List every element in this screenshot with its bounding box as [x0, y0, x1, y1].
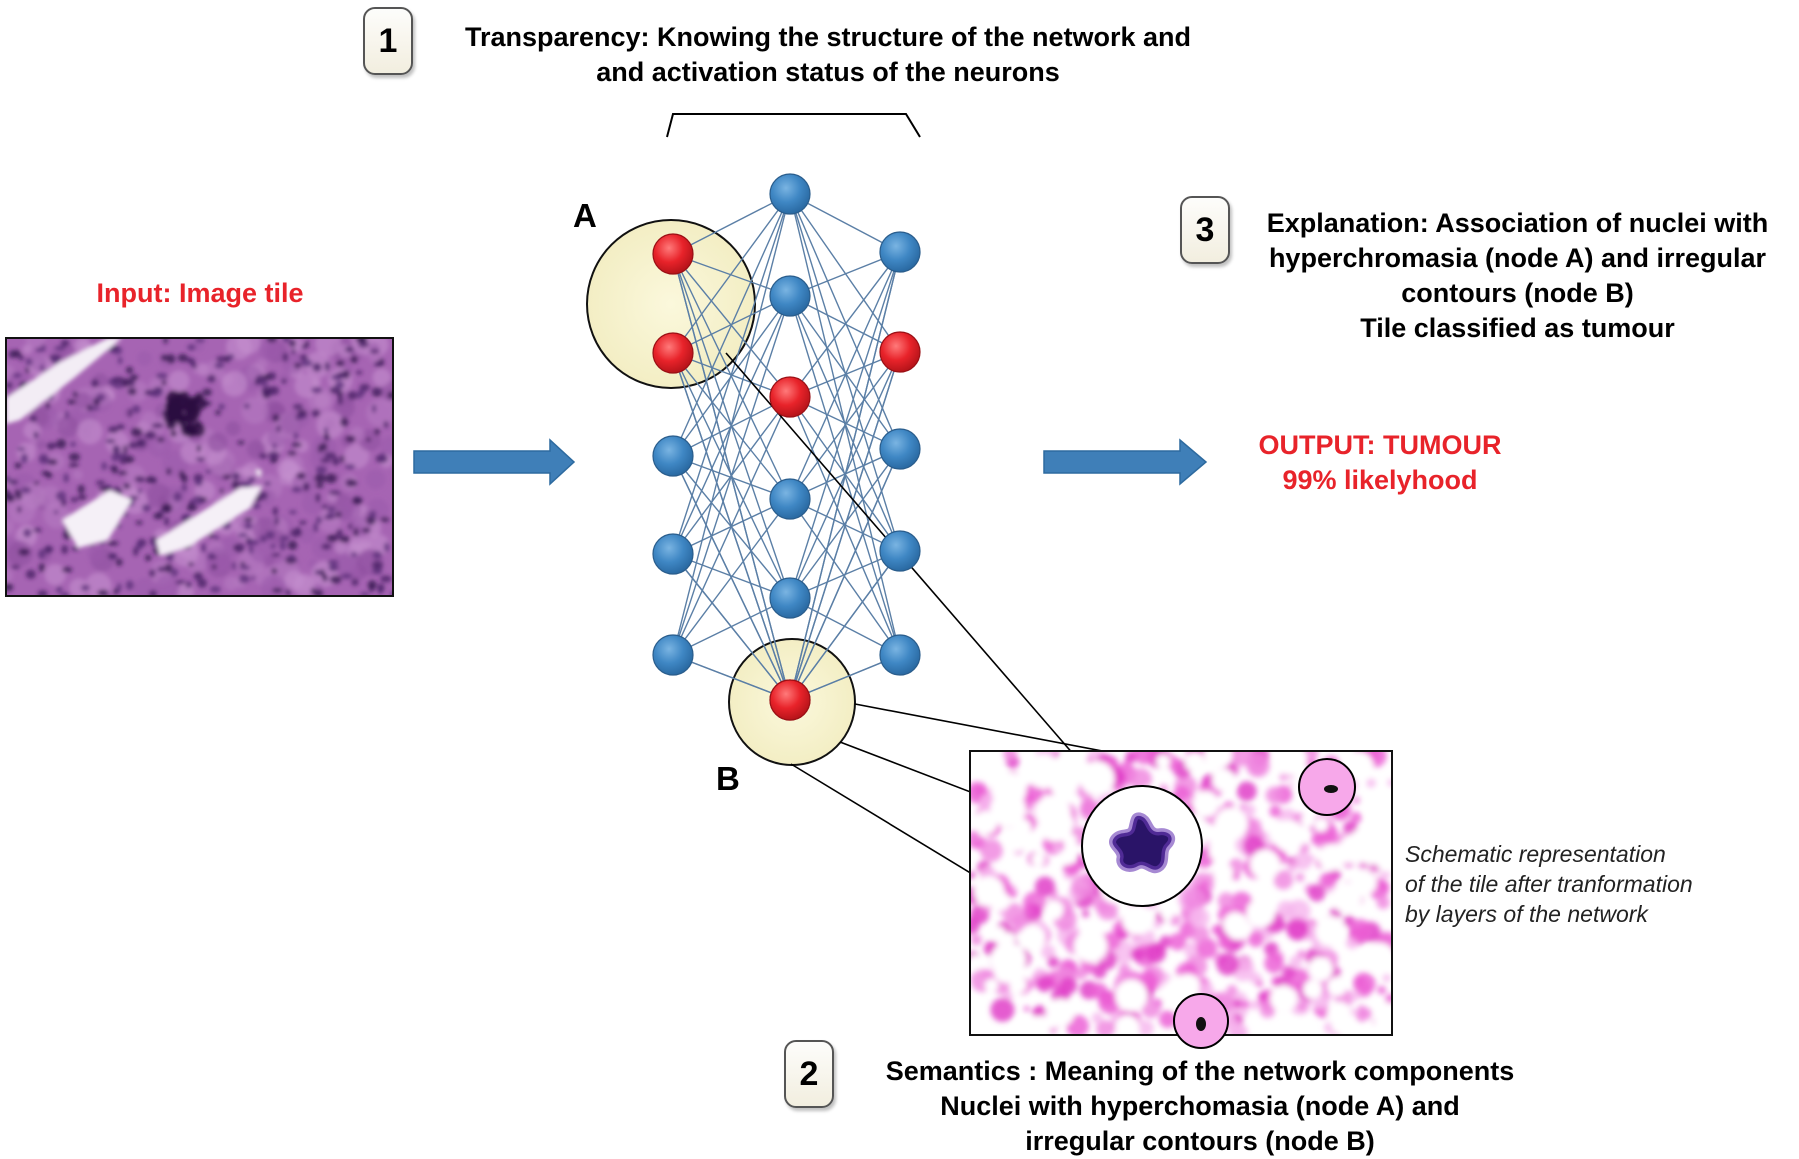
node-a-label: A — [573, 197, 597, 234]
bracket — [666, 113, 921, 138]
inactive-neuron-l1-4 — [652, 533, 694, 575]
schematic-caption-line-2: of the tile after tranformation — [1405, 871, 1693, 897]
network-edge — [672, 193, 791, 255]
inactive-neuron-l2-2 — [769, 275, 811, 317]
explanation-line-2: hyperchromasia (node A) and irregular — [1268, 243, 1767, 273]
network-edge — [672, 193, 791, 555]
transparency-text: Transparency: Knowing the structure of t… — [418, 20, 1238, 90]
network-edge — [672, 193, 791, 457]
inactive-neuron-l2-4 — [769, 478, 811, 520]
network-edge — [672, 654, 791, 701]
explanation-text: Explanation: Association of nuclei with … — [1240, 206, 1795, 346]
network-edge — [789, 351, 901, 701]
network-edge — [789, 251, 901, 500]
network-edge — [789, 448, 901, 599]
network-connections — [672, 193, 901, 701]
semantics-line-1: Semantics : Meaning of the network compo… — [885, 1056, 1515, 1086]
inactive-neuron-l1-3 — [652, 435, 694, 477]
network-edge — [789, 550, 901, 701]
explanation-line-3: contours (node B) — [1401, 278, 1634, 308]
inactive-neuron-l2-1 — [769, 173, 811, 215]
transparency-line-2: and activation status of the neurons — [596, 57, 1060, 87]
output-label: OUTPUT: TUMOUR 99% likelyhood — [1220, 428, 1540, 498]
network-edge — [672, 597, 791, 656]
schematic-caption-line-1: Schematic representation — [1405, 841, 1666, 867]
schematic-caption-line-3: by layers of the network — [1405, 901, 1648, 927]
input-image-tile — [5, 337, 394, 597]
active-neuron-l1-1 — [652, 233, 694, 275]
semantics-line-3: irregular contours (node B) — [1025, 1126, 1375, 1156]
network-edge — [672, 253, 791, 297]
step-1-badge: 1 — [363, 7, 413, 75]
inactive-neuron-l2-5 — [769, 577, 811, 619]
inactive-neuron-l3-1 — [879, 231, 921, 273]
output-line-2: 99% likelyhood — [1282, 465, 1478, 495]
node-b-label: B — [716, 760, 740, 797]
explanation-line-1: Explanation: Association of nuclei with — [1266, 208, 1769, 238]
schematic-tile — [969, 750, 1393, 1049]
active-neuron-l2-7 — [769, 679, 811, 721]
active-neuron-l3-2 — [879, 331, 921, 373]
network-edge — [672, 498, 791, 656]
output-line-1: OUTPUT: TUMOUR — [1258, 430, 1502, 460]
input-arrow — [413, 438, 576, 486]
active-neuron-l2-3 — [769, 376, 811, 418]
transparency-line-1: Transparency: Knowing the structure of t… — [464, 22, 1192, 52]
network-edge — [672, 396, 791, 656]
network-nodes — [652, 173, 921, 721]
hyperchromatic-nucleus — [1109, 812, 1176, 874]
network-edge — [789, 251, 901, 701]
schematic-caption: Schematic representation of the tile aft… — [1405, 839, 1795, 929]
input-label: Input: Image tile — [96, 278, 304, 308]
semantics-line-2: Nuclei with hyperchomasia (node A) and — [940, 1091, 1460, 1121]
semantics-text: Semantics : Meaning of the network compo… — [840, 1054, 1560, 1159]
network-edge — [789, 498, 901, 656]
explanation-line-4: Tile classified as tumour — [1360, 313, 1675, 343]
network-edge — [789, 251, 901, 398]
active-neuron-l1-2 — [652, 332, 694, 374]
network-edge — [789, 193, 901, 450]
inactive-neuron-l1-5 — [652, 634, 694, 676]
node-a-highlight — [586, 219, 756, 389]
step-3-badge: 3 — [1180, 196, 1230, 264]
network-edge — [672, 193, 791, 656]
output-arrow — [1043, 438, 1208, 486]
network-edge — [789, 295, 901, 450]
network-edge — [789, 193, 901, 253]
network-edge — [672, 295, 791, 656]
network-edge — [789, 448, 901, 701]
inactive-neuron-l3-3 — [879, 428, 921, 470]
step-2-badge: 2 — [784, 1040, 834, 1108]
network-edge — [789, 251, 901, 599]
inactive-neuron-l3-5 — [879, 634, 921, 676]
inactive-neuron-l3-4 — [879, 530, 921, 572]
network-edge — [672, 193, 791, 354]
